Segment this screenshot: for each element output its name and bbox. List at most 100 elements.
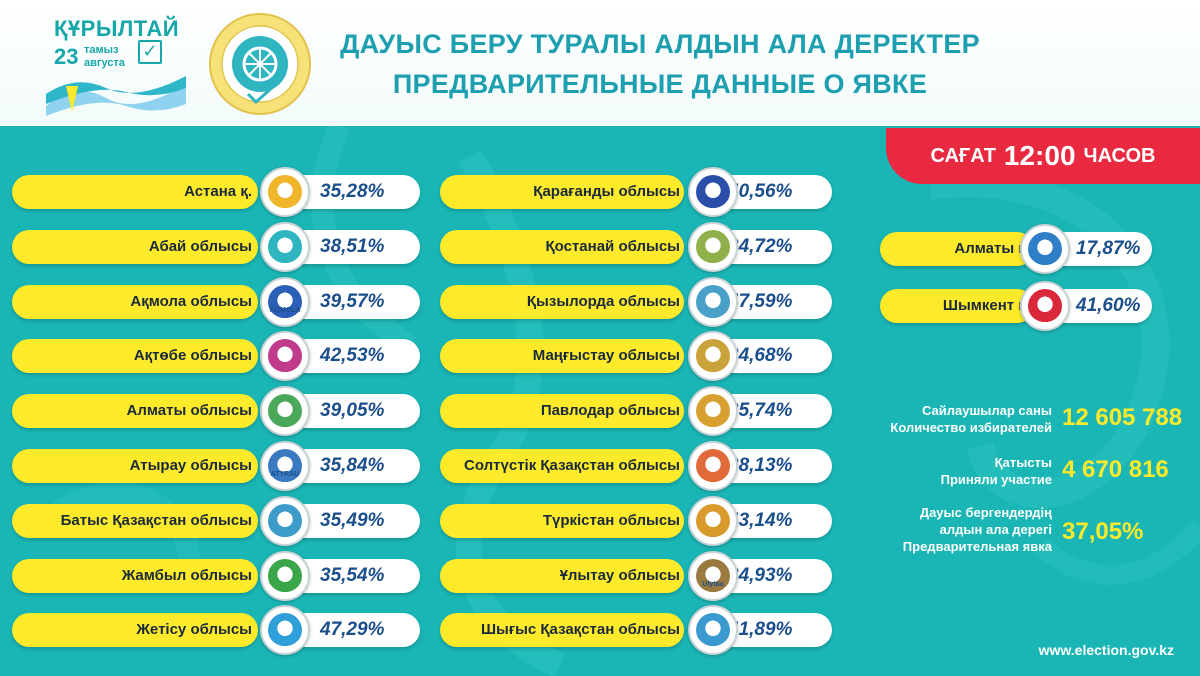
turnout-label-kz-2: алдын ала дерегі bbox=[939, 522, 1052, 537]
participated-value: 4 670 816 bbox=[1062, 456, 1169, 483]
region-row: Жетісу облысы 47,29% bbox=[12, 605, 420, 655]
turnout-percent: 34,72% bbox=[728, 236, 793, 257]
turnout-percent: 34,68% bbox=[728, 345, 793, 366]
mangystau-emblem-icon bbox=[688, 331, 738, 381]
voters-value: 12 605 788 bbox=[1062, 404, 1183, 431]
astana-emblem-icon bbox=[260, 167, 310, 217]
region-row: Қызылорда облысы 47,59% bbox=[440, 277, 832, 327]
label-pill bbox=[440, 339, 684, 373]
label-pill bbox=[12, 285, 258, 319]
participated-label-ru: Приняли участие bbox=[940, 472, 1052, 487]
turnout-percent: 39,57% bbox=[320, 291, 385, 312]
label-pill bbox=[440, 230, 684, 264]
participated-label: Қатысты Приняли участие bbox=[941, 454, 1052, 488]
election-commission-seal-icon bbox=[209, 13, 311, 115]
turnout-percent: 43,14% bbox=[728, 510, 793, 531]
emblem-shape bbox=[268, 559, 302, 593]
value-pill bbox=[288, 613, 420, 647]
time-suffix: ЧАСОВ bbox=[1083, 144, 1156, 167]
region-row: Абай облысы 38,51% bbox=[12, 222, 420, 272]
turnout-percent: 35,84% bbox=[320, 455, 385, 476]
emblem-shape bbox=[696, 613, 730, 647]
karaganda-emblem-icon bbox=[688, 167, 738, 217]
emblem-shape bbox=[696, 175, 730, 209]
pavlodar-emblem-icon bbox=[688, 386, 738, 436]
shymkent-emblem-icon bbox=[1020, 281, 1070, 331]
emblem-shape bbox=[268, 285, 302, 319]
emblem-shape bbox=[268, 230, 302, 264]
turkistan-emblem-icon bbox=[688, 496, 738, 546]
emblem-shape bbox=[696, 559, 730, 593]
region-name: Жамбыл облысы bbox=[121, 567, 252, 584]
kostanay-emblem-icon bbox=[688, 222, 738, 272]
logo-month-ru: августа bbox=[84, 57, 125, 69]
region-row: Солтүстік Қазақстан облысы 38,13% bbox=[440, 441, 832, 491]
north-kazakhstan-emblem-icon bbox=[688, 441, 738, 491]
region-row: Ақмола облысы 39,57% AQMOLA bbox=[12, 277, 420, 327]
stats-panel: Сайлаушылар саны Количество избирателей … bbox=[860, 400, 1200, 580]
region-name: Абай облысы bbox=[148, 238, 252, 255]
title-kz: ДАУЫС БЕРУ ТУРАЛЫ АЛДЫН АЛА ДЕРЕКТЕР bbox=[340, 29, 980, 59]
turnout-percent: 17,87% bbox=[1076, 238, 1141, 259]
region-row: Түркістан облысы 43,14% bbox=[440, 496, 832, 546]
checkmark-icon: ✓ bbox=[138, 40, 162, 64]
label-pill bbox=[12, 339, 258, 373]
turnout-percent: 34,93% bbox=[728, 565, 793, 586]
label-pill bbox=[12, 449, 258, 483]
value-pill bbox=[288, 559, 420, 593]
abai-emblem-icon bbox=[260, 222, 310, 272]
almaty-region-emblem-icon bbox=[260, 386, 310, 436]
time-prefix: САҒАТ bbox=[930, 144, 996, 167]
almaty-city-emblem-icon bbox=[1020, 224, 1070, 274]
time-value: 12:00 bbox=[1003, 140, 1076, 171]
flag-ribbon-icon bbox=[46, 76, 186, 116]
region-row: Астана қ. 35,28% bbox=[12, 167, 420, 217]
region-name: Атырау облысы bbox=[129, 457, 252, 474]
turnout-percent: 42,53% bbox=[320, 345, 385, 366]
aqmola-emblem-icon: AQMOLA bbox=[260, 277, 310, 327]
label-pill bbox=[440, 449, 684, 483]
emblem-shape bbox=[268, 175, 302, 209]
region-row: Қостанай облысы 34,72% bbox=[440, 222, 832, 272]
emblem-shape bbox=[268, 339, 302, 373]
label-pill bbox=[440, 504, 684, 538]
voters-label-ru: Количество избирателей bbox=[890, 420, 1052, 435]
turnout-percent: 35,74% bbox=[728, 400, 793, 421]
emblem-shape bbox=[1028, 289, 1062, 323]
kyzylorda-emblem-icon bbox=[688, 277, 738, 327]
value-pill bbox=[288, 504, 420, 538]
region-name: Қарағанды облысы bbox=[533, 183, 680, 200]
region-row: Маңғыстау облысы 34,68% bbox=[440, 331, 832, 381]
region-name: Алматы облысы bbox=[126, 402, 252, 419]
region-name: Шығыс Қазақстан облысы bbox=[480, 621, 680, 638]
turnout-percent: 47,29% bbox=[320, 619, 385, 640]
label-pill bbox=[12, 613, 258, 647]
turnout-percent: 39,05% bbox=[320, 400, 385, 421]
turnout-percent: 38,13% bbox=[728, 455, 793, 476]
region-name: Павлодар облысы bbox=[540, 402, 680, 419]
region-name: Маңғыстау облысы bbox=[532, 347, 680, 364]
region-row: Шымкент қ. 41,60% bbox=[880, 281, 1152, 331]
label-pill bbox=[12, 559, 258, 593]
zhambyl-emblem-icon bbox=[260, 551, 310, 601]
emblem-text: ATYRAU bbox=[270, 471, 300, 478]
emblem-shape bbox=[1028, 232, 1062, 266]
turnout-label-kz-1: Дауыс бергендердің bbox=[919, 505, 1052, 520]
turnout-percent: 41,60% bbox=[1076, 295, 1141, 316]
value-pill bbox=[288, 175, 420, 209]
emblem-text: Ulytau bbox=[702, 581, 724, 588]
value-pill bbox=[288, 285, 420, 319]
voters-label: Сайлаушылар саны Количество избирателей bbox=[890, 402, 1052, 436]
emblem-shape bbox=[696, 285, 730, 319]
title-ru: ПРЕДВАРИТЕЛЬНЫЕ ДАННЫЕ О ЯВКЕ bbox=[392, 69, 928, 99]
west-kazakhstan-emblem-icon bbox=[260, 496, 310, 546]
emblem-shape bbox=[696, 230, 730, 264]
region-row: Ұлытау облысы 34,93% Ulytau bbox=[440, 551, 832, 601]
turnout-value: 37,05% bbox=[1062, 518, 1144, 545]
footer-url-link[interactable]: www.election.gov.kz bbox=[1038, 642, 1174, 658]
turnout-percent: 35,28% bbox=[320, 181, 385, 202]
kurultai-logo: ҚҰРЫЛТАЙ 23 тамыз августа ✓ bbox=[46, 10, 196, 120]
label-pill bbox=[440, 394, 684, 428]
emblem-shape bbox=[268, 504, 302, 538]
turnout-percent: 40,56% bbox=[728, 181, 793, 202]
